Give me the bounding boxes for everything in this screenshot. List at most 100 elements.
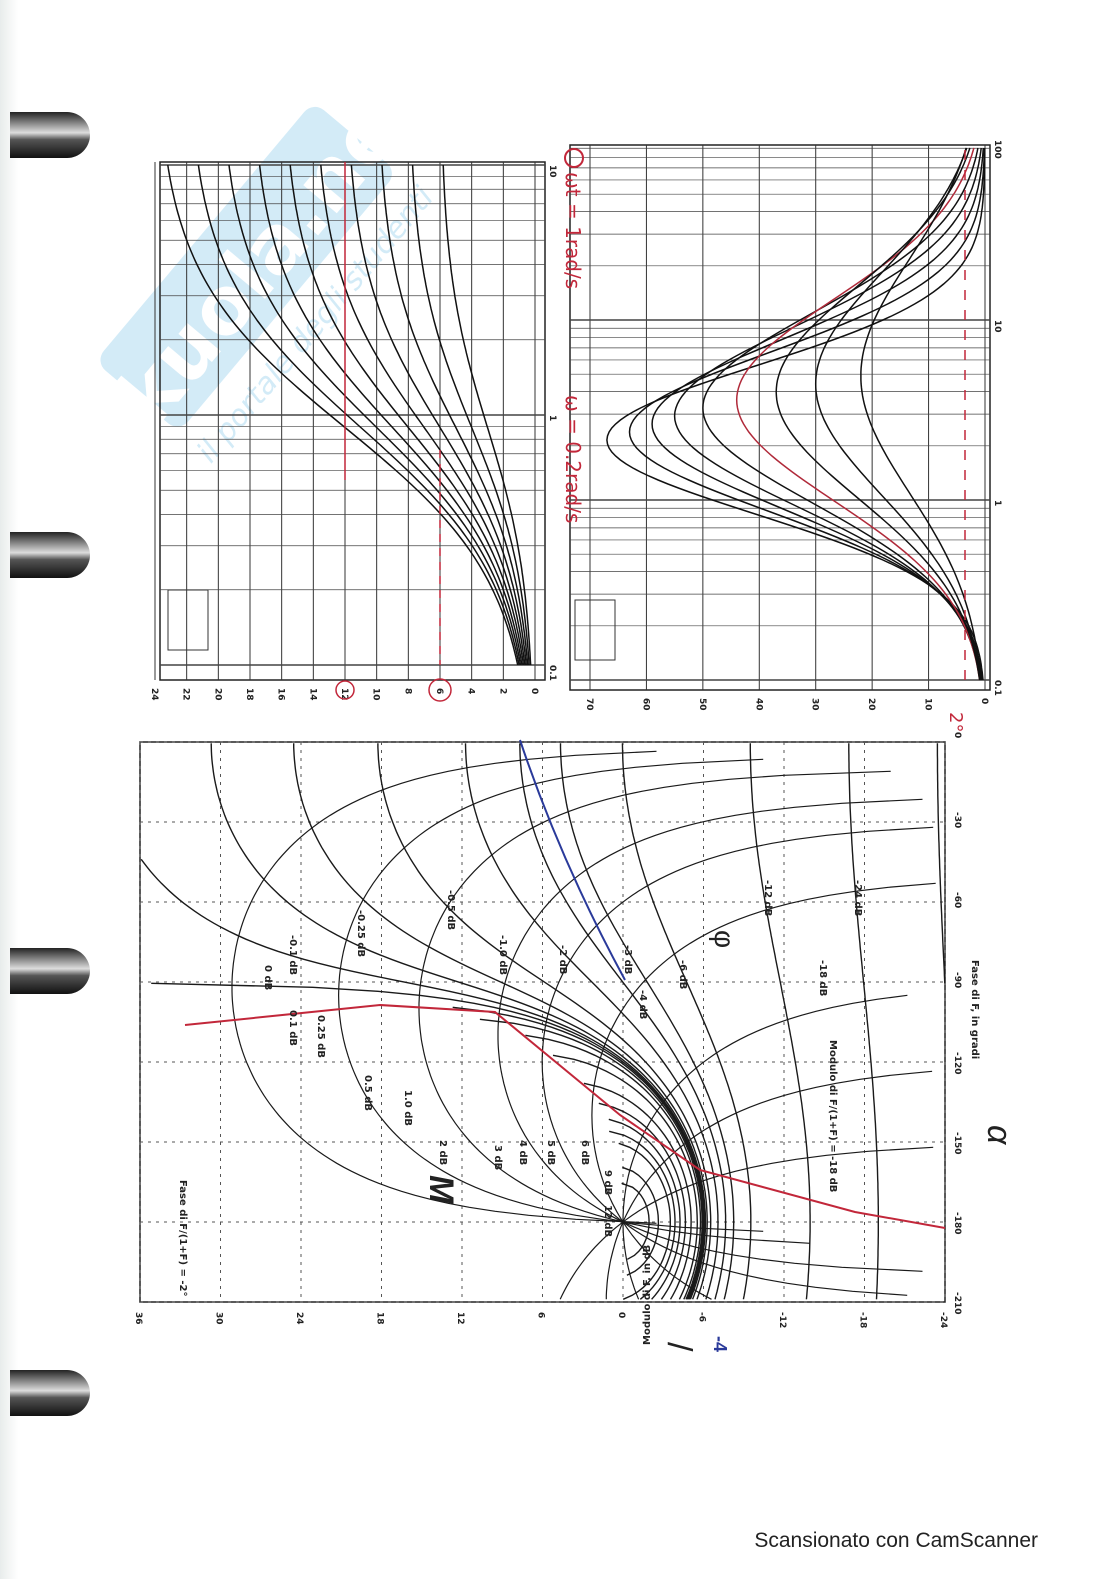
annotation-angle: 2°: [945, 712, 966, 732]
svg-text:ω = 0.2rad/s: ω = 0.2rad/s: [561, 395, 585, 523]
magnitude-tick-label: 30: [214, 1312, 224, 1325]
m-contour: [848, 743, 879, 1300]
m-label: -0.25 dB: [355, 910, 366, 957]
m-contour: [936, 743, 946, 984]
annotation-phi: φ: [709, 930, 740, 948]
binder-ring: [10, 1370, 90, 1416]
m-contour: [140, 858, 706, 1300]
x-tick-label: 10: [992, 320, 1002, 333]
blue-locus: [519, 739, 626, 981]
magnitude-tick-label: 18: [375, 1312, 385, 1325]
frequency-locus: [184, 1003, 946, 1229]
magnitude-tick-label: 24: [294, 1312, 304, 1325]
svg-text:ωt = 1rad/s: ωt = 1rad/s: [561, 172, 585, 289]
x-tick-label: 1: [547, 415, 557, 421]
y-tick-label: 4: [466, 688, 476, 694]
m-contour: [519, 743, 727, 1300]
n-contour: [541, 826, 934, 1296]
magnitude-tick-label: -24: [938, 1312, 948, 1328]
m-contour: [210, 743, 707, 1300]
annotation-mag: /: [660, 1342, 698, 1352]
m-contour: [608, 1118, 681, 1300]
m-contour: [293, 743, 708, 1300]
m-label: 12 dB: [602, 1205, 613, 1237]
annotation-m: M: [422, 1175, 460, 1204]
x-tick-label: 10: [547, 165, 557, 178]
phase-curve: [814, 147, 981, 681]
m-contour: [559, 743, 735, 1300]
phase-tick-label: -210: [952, 1292, 962, 1315]
y-tick-label: 14: [307, 688, 317, 701]
m-label: 2 dB: [437, 1140, 448, 1165]
y-tick-label: 12: [339, 688, 349, 701]
x-tick-label: 1: [992, 500, 1002, 506]
m-contour: [609, 1130, 676, 1300]
y-tick-label: 10: [923, 698, 933, 711]
m-contour: [552, 1054, 699, 1300]
phase-tick-label: -30: [952, 812, 962, 828]
gain-curve: [167, 164, 519, 666]
y-tick-label: 20: [212, 688, 222, 701]
y-tick-label: 18: [244, 688, 254, 701]
m-contour: [452, 1006, 704, 1300]
binder-ring: [10, 532, 90, 578]
magnitude-tick-label: 12: [455, 1312, 465, 1325]
magnitude-tick-label: -12: [777, 1312, 787, 1328]
camscanner-footer: Scansionato con CamScanner: [754, 1529, 1038, 1552]
y-tick-label: 22: [181, 688, 191, 701]
plot-frame: [159, 161, 546, 681]
m-label: -1.0 dB: [497, 935, 508, 975]
m-label: 9 dB: [602, 1170, 613, 1195]
y-tick-label: 50: [697, 698, 707, 711]
m-label: -0.1 dB: [287, 935, 298, 975]
phase-tick-label: -180: [952, 1212, 962, 1235]
m-label: 3 dB: [492, 1145, 503, 1170]
y-tick-label: 20: [866, 698, 876, 711]
watermark-logo: Skuola.net il portale degli studenti: [61, 56, 443, 487]
gain-curve: [197, 164, 520, 666]
n-contour: [559, 1146, 934, 1300]
y-tick-label: 24: [149, 688, 159, 701]
gain-curve: [258, 164, 523, 666]
m-label: 4 dB: [517, 1140, 528, 1165]
m-label: 0.1 dB: [287, 1010, 298, 1046]
m-label: 0 dB: [262, 965, 273, 990]
m-label: 0.25 dB: [315, 1015, 326, 1058]
phase-tick-label: -60: [952, 892, 962, 908]
m-label: 6 dB: [579, 1140, 590, 1165]
phase-tick-label: -90: [952, 972, 962, 988]
m-label: -12 dB: [762, 880, 773, 916]
annotation-w: ω = 0.2rad/s: [561, 395, 585, 523]
y-tick-label: 70: [584, 698, 594, 711]
magnitude-tick-label: -6: [697, 1312, 707, 1322]
magnitude-tick-label: 0: [616, 1312, 626, 1318]
gain-curve: [442, 164, 532, 666]
y-tick-label: 0: [529, 688, 539, 694]
n-contour: [337, 758, 764, 1232]
legend-box: [574, 599, 616, 661]
x-axis-label: Fase di F, in gradi: [969, 960, 980, 1059]
magnitude-tick-label: 6: [536, 1312, 546, 1318]
x-tick-label: 100: [992, 140, 1002, 159]
circle-mark: [428, 678, 452, 702]
gain-curve: [411, 164, 530, 666]
annotation-minus4: -4: [710, 1336, 730, 1352]
phase-curve: [702, 147, 981, 681]
y-axis-label: Modulo di F, in dB: [642, 1245, 653, 1345]
gain-curve: [381, 164, 529, 666]
gain-curve: [350, 164, 528, 666]
nichols-chart: 36 30 24 18 12 6 0 -6 -12 -18 -24 -210 -180 -150 -120 -…: [133, 732, 980, 1345]
y-tick-label: 16: [276, 688, 286, 701]
page-edge: [0, 0, 18, 1579]
m-label: -24 dB: [852, 880, 863, 916]
phase-curve: [673, 147, 982, 681]
y-tick-label: 0: [979, 698, 989, 704]
modulus-legend: Modulo di F/(1+F) = -18 dB: [827, 1040, 838, 1192]
binder-ring: [10, 112, 90, 158]
y-tick-label: 40: [753, 698, 763, 711]
phase-legend: Fase di F/(1+F) = -2°: [177, 1180, 188, 1297]
m-label: -2 dB: [557, 945, 568, 974]
phase-tick-label: -150: [952, 1132, 962, 1155]
